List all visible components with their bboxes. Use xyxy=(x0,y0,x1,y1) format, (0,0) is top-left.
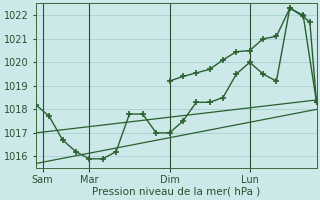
X-axis label: Pression niveau de la mer( hPa ): Pression niveau de la mer( hPa ) xyxy=(92,187,260,197)
